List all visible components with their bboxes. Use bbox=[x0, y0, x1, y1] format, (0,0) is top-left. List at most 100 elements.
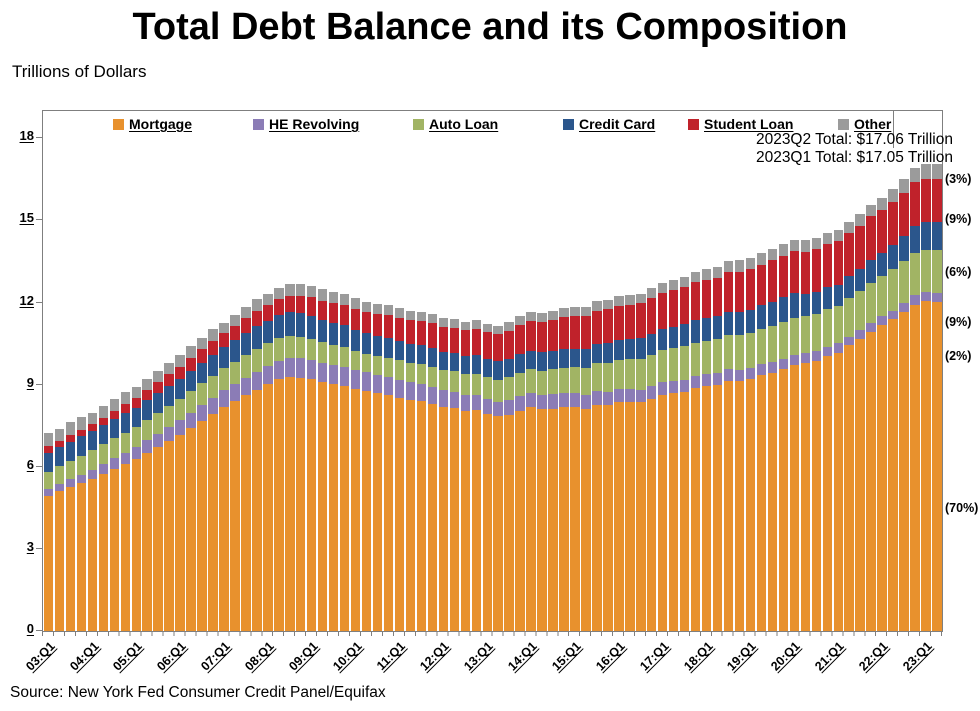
legend-swatch-icon bbox=[113, 118, 124, 130]
bar-11Q1 bbox=[394, 111, 405, 631]
segment-student-loan bbox=[307, 297, 317, 316]
segment-he-revolving bbox=[296, 358, 306, 378]
segment-other bbox=[328, 291, 339, 304]
segment-he-revolving bbox=[526, 392, 536, 408]
segment-auto-loan bbox=[690, 342, 701, 376]
segment-credit-card bbox=[603, 343, 613, 364]
bar-21Q3 bbox=[855, 111, 866, 631]
segment-mortgage bbox=[230, 401, 240, 631]
segment-other bbox=[668, 279, 679, 291]
x-tick-label-13Q1: 13:Q1 bbox=[461, 639, 496, 674]
segment-student-loan bbox=[647, 297, 657, 334]
segment-credit-card bbox=[690, 319, 701, 343]
legend-item-student-loan: Student Loan bbox=[688, 116, 793, 132]
segment-mortgage bbox=[142, 453, 152, 631]
bar-08Q2 bbox=[273, 111, 284, 631]
chart-title: Total Debt Balance and its Composition bbox=[132, 6, 848, 48]
bar-stack bbox=[263, 293, 273, 631]
bar-10Q2 bbox=[361, 111, 372, 631]
x-axis-labels: 03:Q1 04:Q1 05:Q1 06:Q1 07:Q1 08:Q1 09:Q1 10:Q1… bbox=[23, 639, 941, 679]
bar-11Q4 bbox=[427, 111, 438, 631]
segment-he-revolving bbox=[186, 412, 196, 428]
bar-stack bbox=[756, 253, 767, 631]
segment-auto-loan bbox=[932, 249, 942, 294]
y-tick-mark bbox=[36, 219, 42, 221]
segment-he-revolving bbox=[328, 364, 339, 385]
segment-other bbox=[361, 301, 372, 312]
segment-auto-loan bbox=[197, 383, 207, 405]
bar-18Q4 bbox=[734, 111, 745, 631]
bar-12Q4 bbox=[471, 111, 482, 631]
segment-other bbox=[394, 308, 405, 319]
segment-mortgage bbox=[186, 427, 196, 631]
segment-auto-loan bbox=[603, 363, 613, 392]
segment-other bbox=[745, 257, 756, 269]
segment-credit-card bbox=[822, 286, 832, 310]
segment-auto-loan bbox=[778, 322, 789, 359]
segment-mortgage bbox=[767, 372, 778, 631]
segment-auto-loan bbox=[427, 366, 438, 387]
segment-mortgage bbox=[723, 380, 734, 631]
segment-other bbox=[899, 179, 909, 193]
segment-student-loan bbox=[592, 310, 602, 344]
bar-stack bbox=[361, 301, 372, 631]
segment-auto-loan bbox=[679, 346, 690, 380]
legend-label: Other bbox=[854, 116, 892, 132]
segment-student-loan bbox=[252, 310, 262, 327]
segment-mortgage bbox=[921, 301, 931, 631]
segment-other bbox=[811, 238, 821, 250]
segment-he-revolving bbox=[438, 390, 449, 407]
segment-mortgage bbox=[844, 345, 854, 631]
segment-other bbox=[164, 362, 174, 375]
legend-swatch-icon bbox=[253, 118, 264, 130]
segment-he-revolving bbox=[767, 361, 778, 373]
segment-student-loan bbox=[54, 440, 65, 448]
segment-mortgage bbox=[438, 406, 449, 631]
bar-18Q3 bbox=[723, 111, 734, 631]
share-label-credit-card: (6%) bbox=[945, 265, 972, 279]
segment-mortgage bbox=[504, 414, 514, 631]
bar-stack bbox=[592, 301, 602, 631]
segment-other bbox=[263, 293, 273, 305]
segment-auto-loan bbox=[405, 362, 416, 383]
segment-student-loan bbox=[932, 178, 942, 222]
segment-credit-card bbox=[493, 361, 503, 380]
segment-he-revolving bbox=[844, 336, 854, 346]
segment-credit-card bbox=[866, 259, 876, 284]
segment-mortgage bbox=[43, 495, 54, 631]
bar-07Q4 bbox=[251, 111, 262, 631]
segment-student-loan bbox=[866, 216, 876, 260]
legend-label: Auto Loan bbox=[429, 116, 499, 132]
segment-credit-card bbox=[833, 284, 843, 306]
segment-other bbox=[778, 244, 789, 256]
share-label-mortgage: (70%) bbox=[945, 501, 979, 515]
bar-08Q3 bbox=[284, 111, 295, 631]
segment-he-revolving bbox=[427, 386, 438, 404]
segment-he-revolving bbox=[800, 352, 811, 364]
segment-mortgage bbox=[482, 413, 492, 631]
segment-mortgage bbox=[208, 413, 218, 631]
segment-auto-loan bbox=[438, 370, 449, 391]
segment-student-loan bbox=[493, 334, 503, 362]
segment-mortgage bbox=[559, 407, 569, 631]
x-tick-label-18Q1: 18:Q1 bbox=[680, 639, 716, 674]
share-label-he-revolving: (2%) bbox=[945, 349, 972, 363]
bar-18Q1 bbox=[701, 111, 712, 631]
bar-stack bbox=[65, 421, 76, 631]
segment-he-revolving bbox=[241, 377, 251, 396]
segment-he-revolving bbox=[778, 358, 789, 370]
segment-credit-card bbox=[449, 352, 460, 372]
segment-mortgage bbox=[252, 389, 262, 631]
bar-stack bbox=[789, 239, 800, 631]
segment-auto-loan bbox=[416, 363, 427, 384]
x-tick-label-11Q1: 11:Q1 bbox=[374, 639, 409, 673]
bar-16Q2 bbox=[624, 111, 635, 631]
segment-auto-loan bbox=[537, 370, 547, 396]
segment-he-revolving bbox=[252, 371, 262, 390]
segment-auto-loan bbox=[208, 375, 218, 398]
bar-stack bbox=[811, 238, 821, 631]
segment-other bbox=[877, 197, 887, 210]
legend-swatch-icon bbox=[413, 118, 424, 130]
segment-student-loan bbox=[76, 429, 87, 437]
bar-12Q1 bbox=[438, 111, 449, 631]
